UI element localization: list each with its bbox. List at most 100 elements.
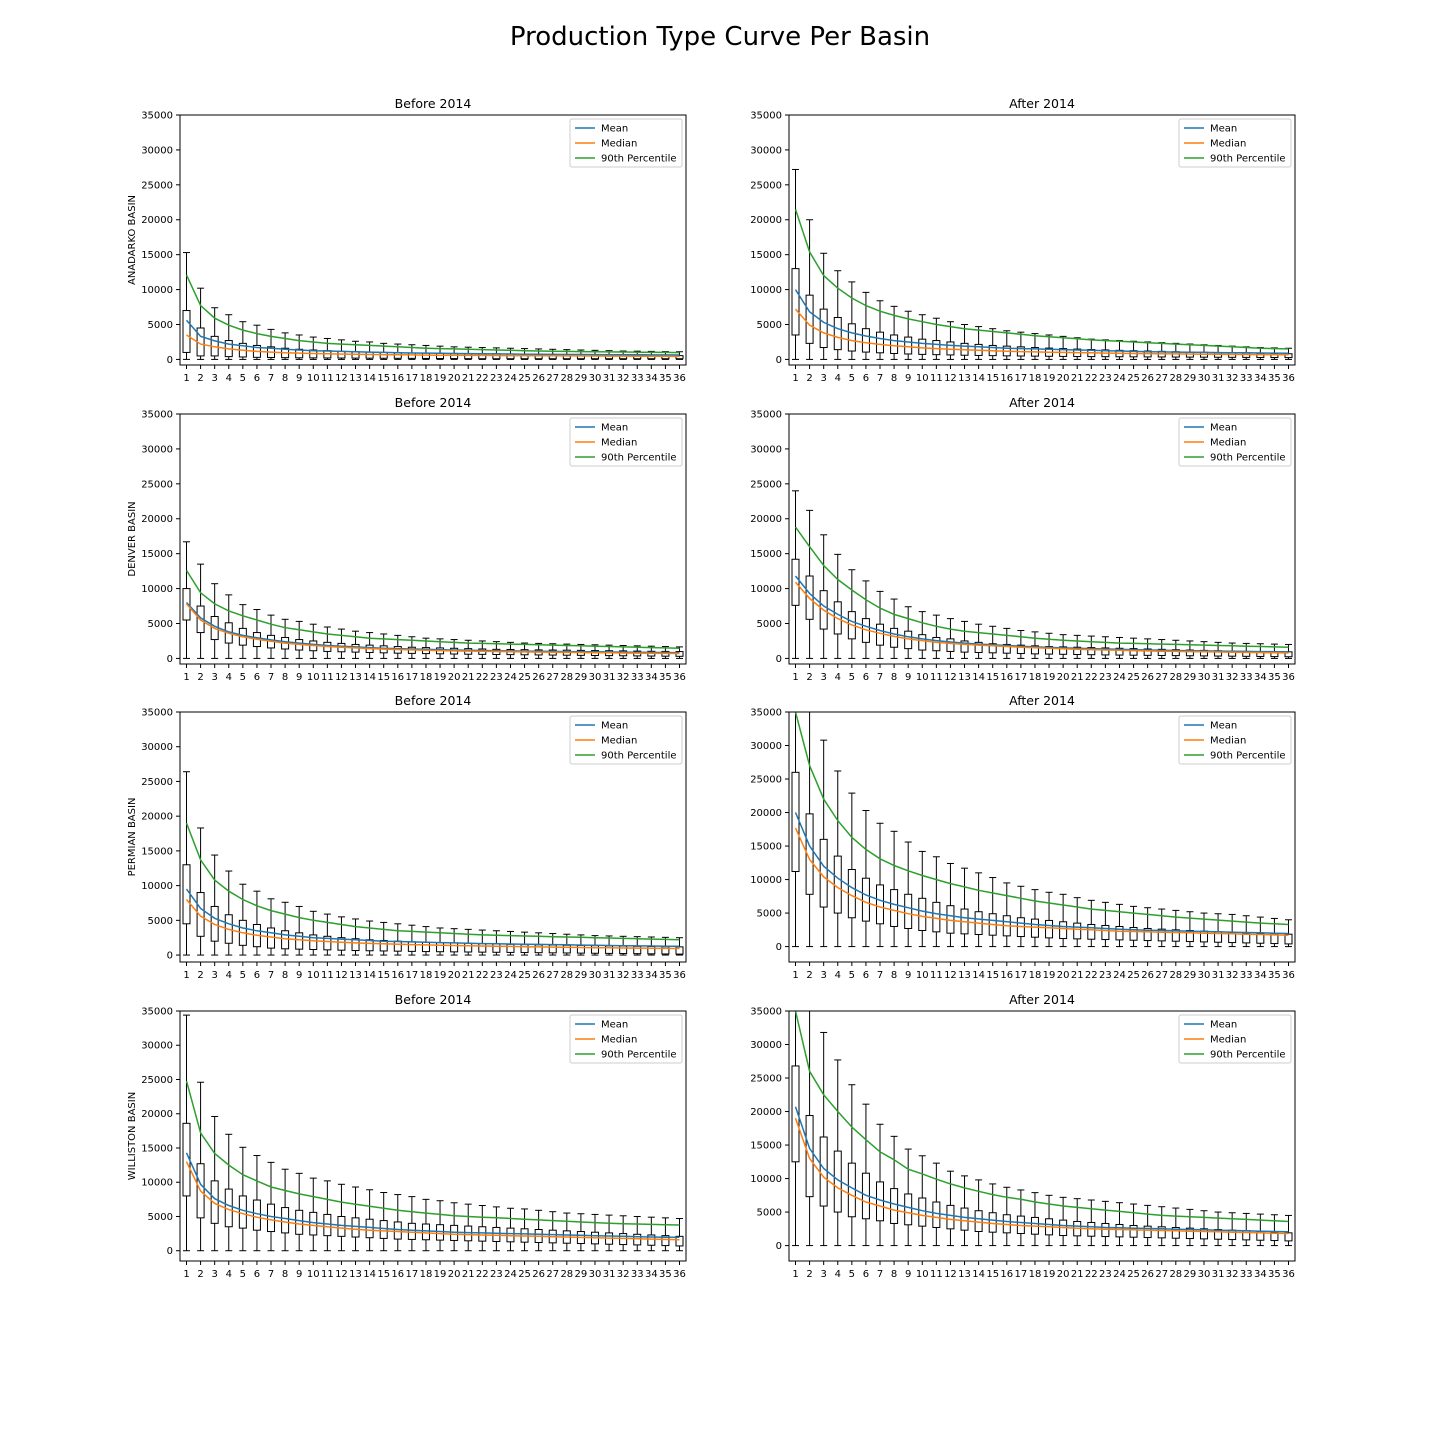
x-tick-label: 14 <box>363 1269 376 1280</box>
y-tick-label: 30000 <box>141 742 173 753</box>
iqr-box <box>492 943 501 953</box>
x-tick-label: 15 <box>986 1269 999 1280</box>
chart-panel-8: After 2014 0 5000 10000 15000 20000 25000 30000… <box>750 992 1296 1280</box>
x-tick-label: 16 <box>1000 373 1013 384</box>
box-3 <box>819 739 828 948</box>
box-33 <box>1242 915 1251 948</box>
x-tick-label: 2 <box>197 970 203 981</box>
chart-panel-4: After 2014 0 5000 10000 15000 20000 25000 30000… <box>750 395 1296 683</box>
iqr-box <box>974 641 983 653</box>
y-tick-label: 10000 <box>750 875 782 886</box>
series-line-mean <box>794 575 1289 653</box>
box-30 <box>590 1213 599 1252</box>
x-tick-label: 30 <box>589 373 602 384</box>
x-tick-label: 7 <box>268 970 274 981</box>
y-tick-label: 10000 <box>141 1178 173 1189</box>
legend-box <box>569 715 683 765</box>
iqr-box <box>1157 1226 1166 1239</box>
x-tick-label: 16 <box>1000 970 1013 981</box>
box-18 <box>421 926 430 956</box>
y-tick-label: 20000 <box>141 514 173 525</box>
x-tick-label: 21 <box>1071 373 1084 384</box>
y-tick-label: 5000 <box>757 619 782 630</box>
y-tick-label: 35000 <box>750 708 782 719</box>
x-tick-label: 20 <box>1057 1269 1070 1280</box>
x-tick-label: 12 <box>944 970 957 981</box>
legend-box <box>1178 715 1292 765</box>
y-tick-label: 20000 <box>141 1109 173 1120</box>
box-22 <box>478 929 487 956</box>
box-7 <box>267 1161 276 1252</box>
box-13 <box>960 867 969 948</box>
box-2 <box>805 509 814 659</box>
x-tick-label: 5 <box>849 1269 855 1280</box>
box-18 <box>1030 333 1039 360</box>
box-9 <box>295 620 304 659</box>
iqr-box <box>224 914 233 944</box>
box-34 <box>1256 916 1265 948</box>
box-24 <box>506 1207 515 1252</box>
x-tick-label: 15 <box>377 970 390 981</box>
iqr-box <box>196 1163 205 1219</box>
x-tick-label: 34 <box>645 373 658 384</box>
iqr-box <box>1045 646 1054 655</box>
x-tick-label: 1 <box>183 373 189 384</box>
y-tick-label: 15000 <box>750 1141 782 1152</box>
x-tick-label: 10 <box>916 373 929 384</box>
iqr-box <box>819 308 828 349</box>
x-tick-label: 29 <box>575 672 588 683</box>
iqr-box <box>791 268 800 336</box>
x-tick-label: 24 <box>1113 1269 1126 1280</box>
iqr-box <box>351 938 360 952</box>
x-tick-label: 3 <box>211 970 217 981</box>
x-tick-label: 5 <box>849 970 855 981</box>
box-10 <box>918 314 927 360</box>
box-30 <box>1199 912 1208 948</box>
box-35 <box>661 1217 670 1252</box>
plot-area <box>182 252 684 360</box>
x-tick-label: 5 <box>240 970 246 981</box>
legend-label: Median <box>601 1035 637 1046</box>
box-23 <box>1101 339 1110 360</box>
legend-label: 90th Percentile <box>601 751 677 762</box>
series-line-mean <box>794 289 1289 355</box>
x-tick-label: 33 <box>631 373 644 384</box>
box-8 <box>281 1168 290 1252</box>
iqr-box <box>534 944 543 954</box>
box-24 <box>1115 903 1124 948</box>
iqr-box <box>833 855 842 914</box>
box-21 <box>1073 634 1082 659</box>
iqr-box <box>861 877 870 922</box>
x-tick-label: 25 <box>518 672 531 683</box>
y-tick-label: 25000 <box>750 180 782 191</box>
box-34 <box>1256 1213 1265 1247</box>
x-tick-label: 24 <box>504 672 517 683</box>
box-22 <box>1087 1199 1096 1247</box>
iqr-box <box>379 939 388 952</box>
x-tick-label: 21 <box>462 970 475 981</box>
y-tick-label: 5000 <box>757 320 782 331</box>
x-tick-label: 31 <box>1212 672 1225 683</box>
chart-title: Before 2014 <box>395 395 472 410</box>
legend-label: Median <box>1210 139 1246 150</box>
box-35 <box>1270 1214 1279 1247</box>
x-tick-label: 12 <box>944 373 957 384</box>
legend: Mean Median 90th Percentile <box>1178 118 1292 168</box>
iqr-box <box>351 1217 360 1238</box>
x-tick-label: 27 <box>1155 373 1168 384</box>
x-tick-label: 2 <box>806 970 812 981</box>
x-tick-label: 4 <box>226 970 232 981</box>
x-tick-label: 35 <box>659 1269 672 1280</box>
series-line-mean <box>185 1152 680 1239</box>
iqr-box <box>890 627 899 648</box>
x-tick-label: 21 <box>462 1269 475 1280</box>
plot-area <box>791 712 1293 948</box>
x-tick-label: 10 <box>307 1269 320 1280</box>
x-tick-label: 35 <box>1268 970 1281 981</box>
box-12 <box>337 339 346 360</box>
x-tick-label: 13 <box>958 970 971 981</box>
x-tick-label: 30 <box>1198 1269 1211 1280</box>
legend-label: 90th Percentile <box>601 154 677 165</box>
iqr-box <box>252 1199 261 1231</box>
y-tick-label: 35000 <box>750 1007 782 1018</box>
